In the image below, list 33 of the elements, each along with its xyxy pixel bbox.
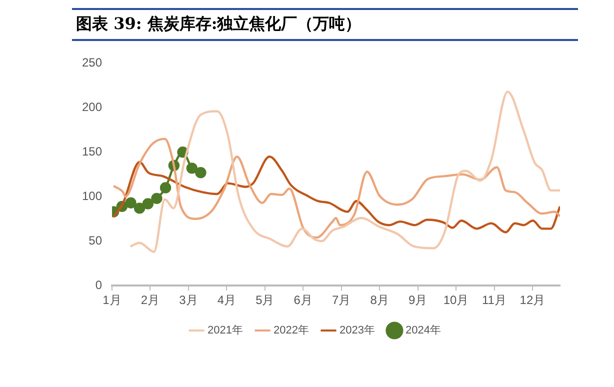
x-tick-label: 10月 [443, 293, 469, 308]
y-tick-label: 200 [82, 100, 102, 114]
line-series [112, 138, 560, 239]
legend-label: 2023年 [340, 324, 375, 337]
x-tick-label: 12月 [520, 293, 546, 308]
legend-label: 2021年 [208, 324, 244, 337]
x-tick-label: 11月 [482, 293, 506, 308]
legend-label: 2022年 [274, 324, 310, 337]
x-tick-label: 1月 [102, 293, 122, 308]
point [195, 167, 206, 178]
y-tick-label: 100 [82, 188, 102, 203]
x-tick-label: 6月 [294, 293, 312, 308]
y-tick-label: 50 [88, 233, 102, 248]
point [142, 198, 154, 210]
point [134, 202, 146, 214]
chart-title: 图表 39: 焦炭库存:独立焦化厂（万吨） [72, 8, 578, 41]
x-tick-label: 2月 [140, 293, 160, 308]
line-series [129, 90, 560, 253]
x-tick-label: 8月 [370, 293, 389, 308]
x-tick-label: 5月 [256, 293, 274, 308]
x-tick-label: 7月 [332, 293, 351, 308]
line-series [112, 156, 560, 234]
x-tick-label: 3月 [179, 293, 198, 308]
y-tick-label: 250 [82, 56, 102, 70]
point [160, 182, 172, 194]
x-tick-label: 4月 [217, 293, 236, 308]
point [186, 162, 198, 174]
legend-label: 2024年 [405, 324, 441, 337]
point [151, 192, 162, 204]
y-tick-label: 150 [82, 144, 102, 158]
x-tick-label: 9月 [408, 293, 428, 308]
y-tick-label: 0 [95, 278, 102, 292]
point [125, 197, 136, 208]
